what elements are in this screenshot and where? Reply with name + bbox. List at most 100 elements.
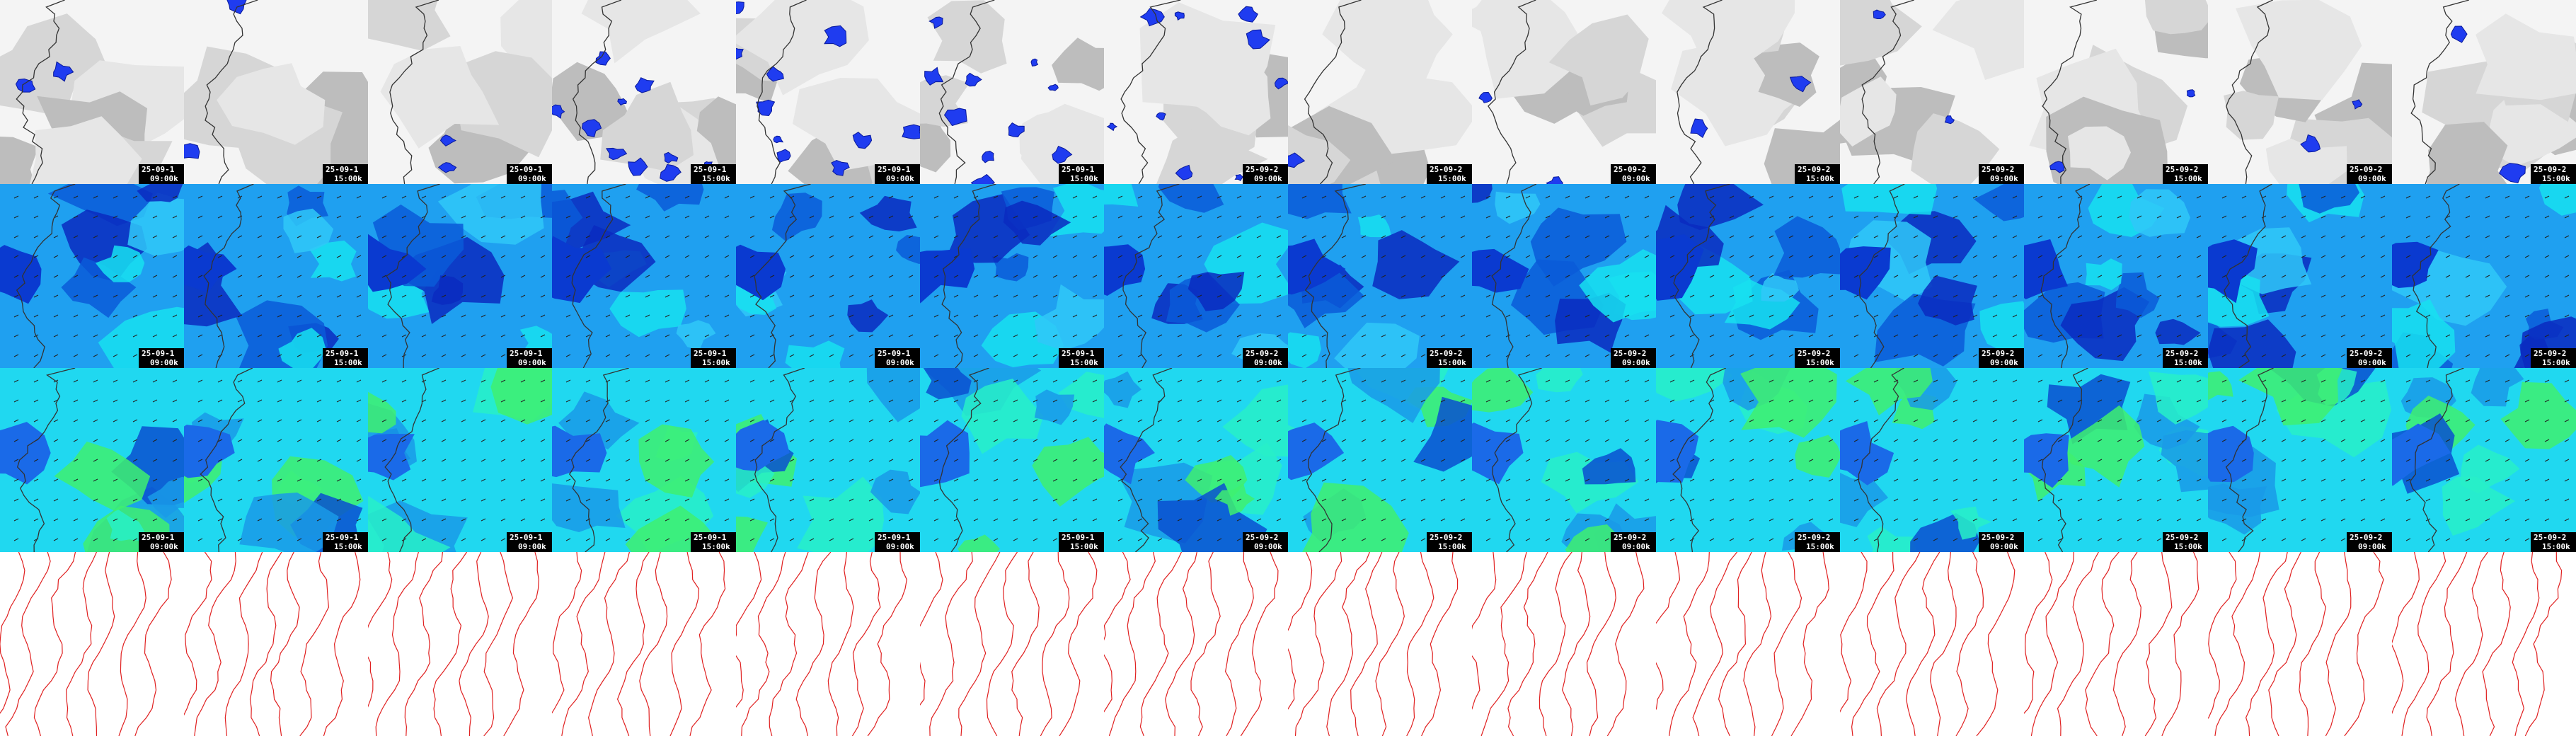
wind-barb xyxy=(665,275,670,278)
wind-barb xyxy=(605,379,611,383)
wind-barb xyxy=(2221,399,2227,403)
wind-barb xyxy=(2176,478,2182,482)
time-label: 09:00k xyxy=(1254,174,1282,183)
wind-barb xyxy=(1769,478,1774,482)
wind-barb xyxy=(2281,538,2287,541)
wind-barb xyxy=(1565,215,1570,219)
wind-barb xyxy=(13,275,19,278)
wind-barb xyxy=(2241,518,2247,522)
wind-barb xyxy=(2505,255,2510,258)
wind-barb xyxy=(336,498,342,502)
isoline xyxy=(404,552,443,736)
contour-fill xyxy=(2148,372,2208,425)
wind-barb xyxy=(1013,354,1018,357)
isoline xyxy=(2030,552,2074,736)
time-label: 09:00k xyxy=(2358,174,2386,183)
isoline xyxy=(1294,552,1342,736)
wind-barb xyxy=(297,478,302,482)
wind-barb xyxy=(297,399,302,403)
wind-barb xyxy=(888,478,894,482)
wind-barb xyxy=(2156,195,2162,199)
wind-barb xyxy=(829,518,834,522)
contour-fill xyxy=(2129,189,2190,237)
wind-barb xyxy=(2321,314,2326,318)
wind-barb xyxy=(441,195,447,199)
wind-barb xyxy=(1341,439,1347,442)
wind-barb xyxy=(2037,235,2043,238)
wind-barb xyxy=(500,215,506,219)
wind-barb xyxy=(1545,275,1551,278)
wind-barb xyxy=(565,354,571,357)
wind-barb xyxy=(1381,275,1386,278)
wind-barb xyxy=(2196,498,2202,502)
contour-fill xyxy=(2059,405,2145,488)
wind-barb xyxy=(481,459,486,462)
wind-barb xyxy=(1276,478,1282,482)
time-label: 15:00k xyxy=(2174,174,2202,183)
wind-barb xyxy=(520,255,526,258)
wind-barb xyxy=(1669,379,1675,383)
wind-barb xyxy=(1669,478,1675,482)
wind-barb xyxy=(849,518,854,522)
wind-barb xyxy=(113,235,118,238)
wind-barb xyxy=(1117,294,1123,298)
wind-barb xyxy=(2196,235,2202,238)
wind-barb xyxy=(113,255,118,258)
isoline xyxy=(561,552,606,736)
wind-barb xyxy=(1913,334,1919,338)
wind-barb xyxy=(1873,439,1879,442)
wind-barb xyxy=(1769,215,1774,219)
wind-barb xyxy=(1033,439,1038,442)
wind-barb xyxy=(1013,478,1018,482)
wind-barb xyxy=(2301,215,2306,219)
label-box xyxy=(1427,532,1472,552)
wind-barb xyxy=(1505,478,1511,482)
wind-barb xyxy=(500,379,506,383)
wind-barb xyxy=(316,255,322,258)
wind-barb xyxy=(381,255,387,258)
wind-barb xyxy=(749,235,755,238)
wind-barb xyxy=(605,275,611,278)
wind-barb xyxy=(441,399,447,403)
wind-barb xyxy=(441,478,447,482)
wind-barb xyxy=(868,459,874,462)
wind-barb xyxy=(1072,478,1078,482)
label-box xyxy=(2347,164,2392,184)
wind-barb xyxy=(540,518,546,522)
wind-barb xyxy=(1341,215,1347,219)
wind-barb xyxy=(441,354,447,357)
wind-barb xyxy=(1669,419,1675,422)
wind-barb xyxy=(1092,439,1098,442)
wind-barb xyxy=(2301,459,2306,462)
wind-barb xyxy=(1913,294,1919,298)
wind-barb xyxy=(1236,314,1242,318)
wind-barb xyxy=(2241,498,2247,502)
isoline xyxy=(1692,552,1738,736)
wind-barb xyxy=(540,195,546,199)
wind-barb xyxy=(565,334,571,338)
contour-fill xyxy=(1157,483,1267,552)
wind-barb xyxy=(1361,354,1367,357)
wind-barb xyxy=(2012,478,2018,482)
wind-barb xyxy=(809,478,815,482)
wind-barb xyxy=(769,518,775,522)
wind-barb xyxy=(217,275,223,278)
coastline xyxy=(384,368,439,552)
wind-barb xyxy=(53,478,59,482)
wind-barb xyxy=(1749,314,1754,318)
wind-barb xyxy=(1301,235,1307,238)
wind-barb xyxy=(1565,255,1570,258)
wind-barb xyxy=(1072,235,1078,238)
wind-barb xyxy=(1440,195,1446,199)
wind-barb xyxy=(33,195,39,199)
wind-barb xyxy=(2097,334,2103,338)
wind-barb xyxy=(1217,334,1222,338)
wind-barb xyxy=(237,379,243,383)
wind-barb xyxy=(2281,354,2287,357)
wind-barb xyxy=(1256,399,1262,403)
contour-fill xyxy=(2238,368,2343,426)
wind-barb xyxy=(724,419,730,422)
wind-barb xyxy=(1177,379,1183,383)
wind-barb xyxy=(1117,235,1123,238)
wind-barb xyxy=(993,275,999,278)
